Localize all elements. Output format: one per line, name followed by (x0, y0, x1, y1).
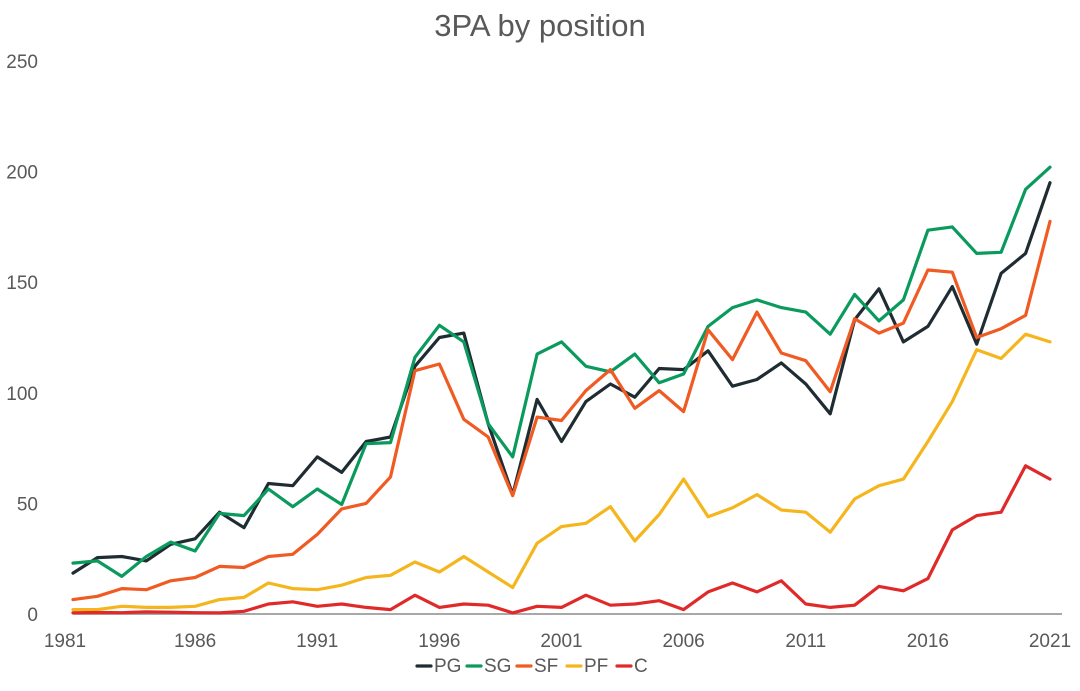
x-axis: 1981 1986 1991 1996 2001 2006 2011 2016 2021 (44, 631, 1071, 652)
legend-label-pf: PF (584, 656, 608, 677)
legend: PG SG SF PF C (415, 656, 648, 677)
y-tick-label: 150 (6, 273, 38, 294)
y-tick-label: 50 (17, 494, 38, 515)
x-tick-label: 2016 (907, 631, 949, 652)
y-tick-label: 100 (6, 384, 38, 405)
series-line-sg (71, 165, 1052, 579)
x-tick-label: 2021 (1029, 631, 1071, 652)
y-tick-label: 250 (6, 52, 38, 73)
legend-label-pg: PG (434, 656, 461, 677)
y-tick-label: 200 (6, 163, 38, 184)
y-axis: 0 50 100 150 200 250 (6, 52, 38, 626)
legend-label-sf: SF (534, 656, 558, 677)
y-tick-label: 0 (27, 605, 38, 626)
series-group (71, 165, 1052, 615)
legend-label-sg: SG (484, 656, 511, 677)
x-tick-label: 2006 (662, 631, 704, 652)
series-line-c (71, 464, 1052, 615)
series-line-pf (71, 332, 1052, 612)
legend-label-c: C (634, 656, 648, 677)
x-tick-label: 1986 (174, 631, 216, 652)
x-tick-label: 2011 (785, 631, 826, 652)
x-tick-label: 1996 (418, 631, 460, 652)
x-tick-label: 1981 (44, 631, 86, 652)
x-tick-label: 2001 (540, 631, 582, 652)
series-line-sf (71, 219, 1052, 602)
chart-title: 3PA by position (434, 8, 645, 43)
series-line-pg (71, 181, 1052, 575)
x-tick-label: 1991 (296, 631, 338, 652)
